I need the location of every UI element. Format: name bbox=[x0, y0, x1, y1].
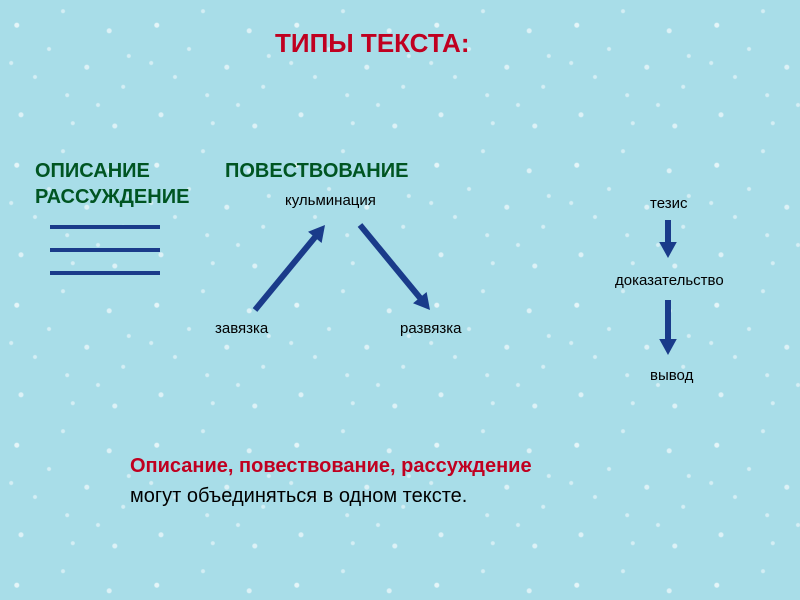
label-conclusion: вывод bbox=[650, 367, 693, 384]
heading-reasoning: РАССУЖДЕНИЕ bbox=[35, 186, 189, 209]
label-proof: доказательство bbox=[615, 272, 724, 289]
heading-narration: ПОВЕСТВОВАНИЕ bbox=[225, 160, 408, 183]
footer-line-1: Описание, повествование, рассуждение bbox=[130, 455, 532, 478]
footer-line-2: могут объединяться в одном тексте. bbox=[130, 485, 467, 508]
label-resolution: развязка bbox=[400, 320, 461, 337]
label-thesis: тезис bbox=[650, 195, 687, 212]
description-line-2 bbox=[50, 248, 160, 252]
heading-description: ОПИСАНИЕ bbox=[35, 160, 150, 183]
label-opening: завязка bbox=[215, 320, 268, 337]
label-culmination: кульминация bbox=[285, 192, 376, 209]
description-line-1 bbox=[50, 225, 160, 229]
water-background bbox=[0, 0, 800, 600]
page-title: ТИПЫ ТЕКСТА: bbox=[275, 28, 470, 59]
description-line-3 bbox=[50, 271, 160, 275]
